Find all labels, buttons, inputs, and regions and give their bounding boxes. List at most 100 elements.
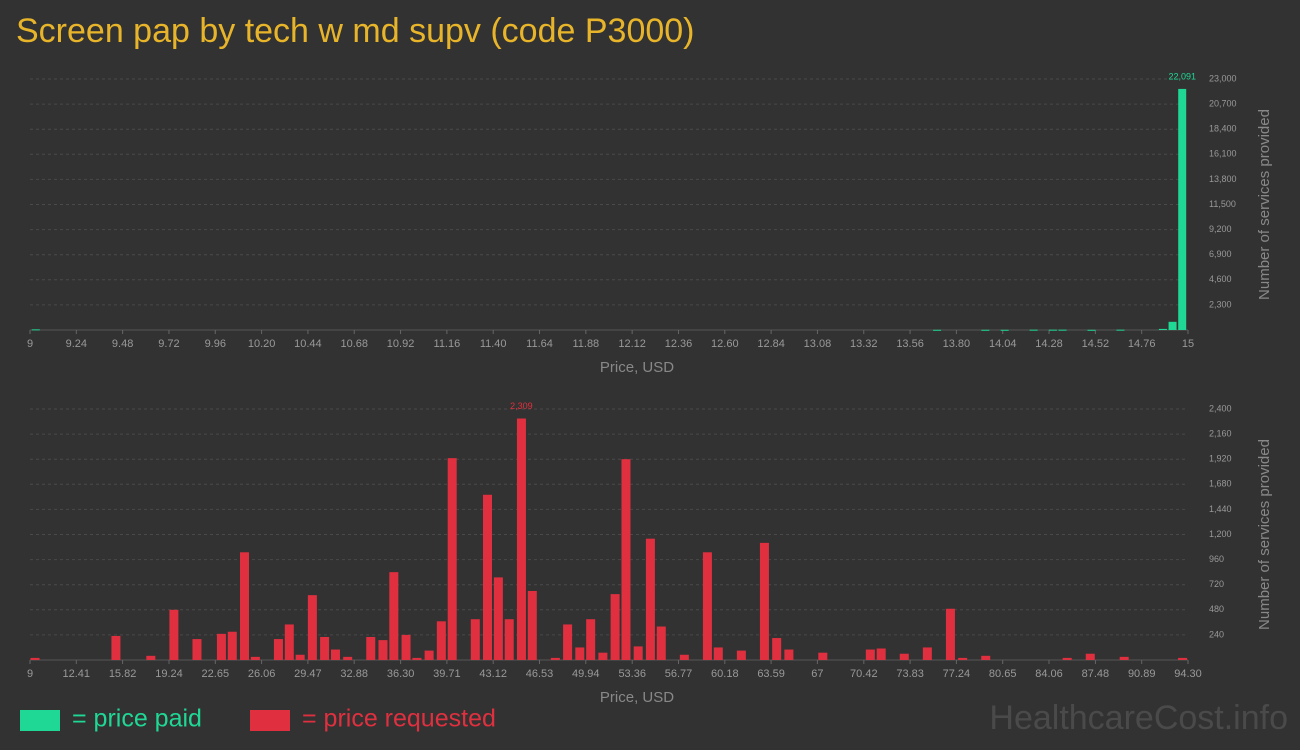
bar — [482, 494, 492, 660]
bar — [958, 657, 968, 660]
x-tick-label: 12.12 — [618, 338, 646, 350]
bar — [366, 636, 376, 660]
y-tick-label: 1,680 — [1209, 479, 1232, 489]
legend-swatch — [250, 710, 290, 731]
x-tick-label: 9.72 — [158, 338, 179, 350]
bar — [899, 653, 909, 660]
bar — [239, 552, 249, 660]
x-tick-label: 94.30 — [1174, 668, 1202, 680]
x-tick-label: 60.18 — [711, 668, 739, 680]
bar — [330, 649, 340, 660]
x-tick-label: 77.24 — [943, 668, 971, 680]
x-tick-label: 14.76 — [1128, 338, 1156, 350]
legend-label: = price requested — [302, 705, 496, 733]
y-tick-label: 13,800 — [1209, 174, 1237, 184]
bar — [30, 657, 40, 660]
y-tick-label: 23,000 — [1209, 73, 1237, 83]
y-tick-label: 2,160 — [1209, 428, 1232, 438]
bar — [447, 458, 457, 660]
x-tick-label: 12.84 — [757, 338, 785, 350]
value-label: 22,091 — [1168, 71, 1196, 81]
x-tick-label: 11.64 — [526, 338, 553, 350]
x-tick-label: 29.47 — [294, 668, 322, 680]
bar — [378, 640, 388, 660]
bar — [250, 656, 260, 660]
x-tick-label: 14.04 — [989, 338, 1017, 350]
x-axis-title: Price, USD — [600, 359, 674, 376]
y-tick-label: 4,600 — [1209, 274, 1232, 284]
x-tick-label: 15.82 — [109, 668, 137, 680]
x-tick-label: 11.88 — [572, 338, 599, 350]
bar — [633, 646, 643, 660]
x-tick-label: 73.83 — [896, 668, 924, 680]
x-tick-label: 67 — [811, 668, 823, 680]
x-tick-label: 11.40 — [480, 338, 507, 350]
y-tick-label: 18,400 — [1209, 124, 1237, 134]
bar — [563, 624, 573, 660]
bar — [295, 654, 305, 660]
value-label: 2,309 — [510, 401, 533, 411]
x-tick-label: 49.94 — [572, 668, 600, 680]
x-tick-label: 84.06 — [1035, 668, 1063, 680]
x-tick-label: 13.32 — [850, 338, 878, 350]
x-axis-title: Price, USD — [600, 689, 674, 706]
x-tick-label: 9.96 — [205, 338, 226, 350]
bar — [284, 624, 294, 660]
x-tick-label: 90.89 — [1128, 668, 1156, 680]
y-tick-label: 480 — [1209, 604, 1224, 614]
bar — [1087, 329, 1096, 331]
bar — [1178, 657, 1188, 660]
x-tick-label: 9 — [27, 668, 33, 680]
bar — [1168, 321, 1177, 330]
x-tick-label: 10.68 — [340, 338, 368, 350]
x-tick-label: 10.20 — [248, 338, 276, 350]
page-title: Screen pap by tech w md supv (code P3000… — [16, 12, 695, 50]
bar — [389, 572, 399, 660]
x-tick-label: 10.44 — [294, 338, 322, 350]
y-tick-label: 11,500 — [1209, 199, 1236, 209]
x-tick-label: 9.24 — [66, 338, 87, 350]
x-tick-label: 9 — [27, 338, 33, 350]
x-tick-label: 46.53 — [526, 668, 554, 680]
y-tick-label: 9,200 — [1209, 224, 1232, 234]
x-tick-label: 15 — [1182, 338, 1194, 350]
watermark: HealthcareCost.info — [989, 699, 1288, 737]
bar — [818, 652, 828, 660]
bar — [945, 608, 955, 660]
y-tick-label: 6,900 — [1209, 249, 1232, 259]
bar — [772, 638, 782, 660]
bar — [575, 647, 585, 660]
y-tick-label: 720 — [1209, 579, 1224, 589]
legend-label: = price paid — [72, 705, 202, 733]
bar — [412, 657, 422, 660]
x-tick-label: 53.36 — [618, 668, 646, 680]
bar — [227, 631, 237, 660]
x-tick-label: 26.06 — [248, 668, 276, 680]
bar — [784, 649, 794, 660]
x-tick-label: 32.88 — [340, 668, 368, 680]
bar — [656, 626, 666, 660]
bar — [981, 329, 990, 331]
bar — [621, 459, 631, 660]
bar — [702, 552, 712, 660]
bar — [1029, 329, 1038, 331]
x-tick-label: 80.65 — [989, 668, 1017, 680]
bar — [307, 595, 317, 660]
legend-swatch — [20, 710, 60, 731]
bar — [216, 633, 226, 660]
bar — [1058, 329, 1067, 331]
bar — [401, 634, 411, 660]
x-tick-label: 11.16 — [434, 338, 461, 350]
x-tick-label: 14.28 — [1035, 338, 1063, 350]
bar — [1119, 656, 1129, 660]
bar — [645, 538, 655, 660]
x-tick-label: 13.08 — [804, 338, 832, 350]
bar — [169, 609, 179, 660]
x-tick-label: 87.48 — [1082, 668, 1110, 680]
bar — [1158, 328, 1167, 330]
y-tick-label: 1,200 — [1209, 529, 1232, 539]
x-tick-label: 36.30 — [387, 668, 415, 680]
x-tick-label: 63.59 — [757, 668, 785, 680]
x-tick-label: 12.41 — [63, 668, 91, 680]
bar — [273, 639, 283, 660]
